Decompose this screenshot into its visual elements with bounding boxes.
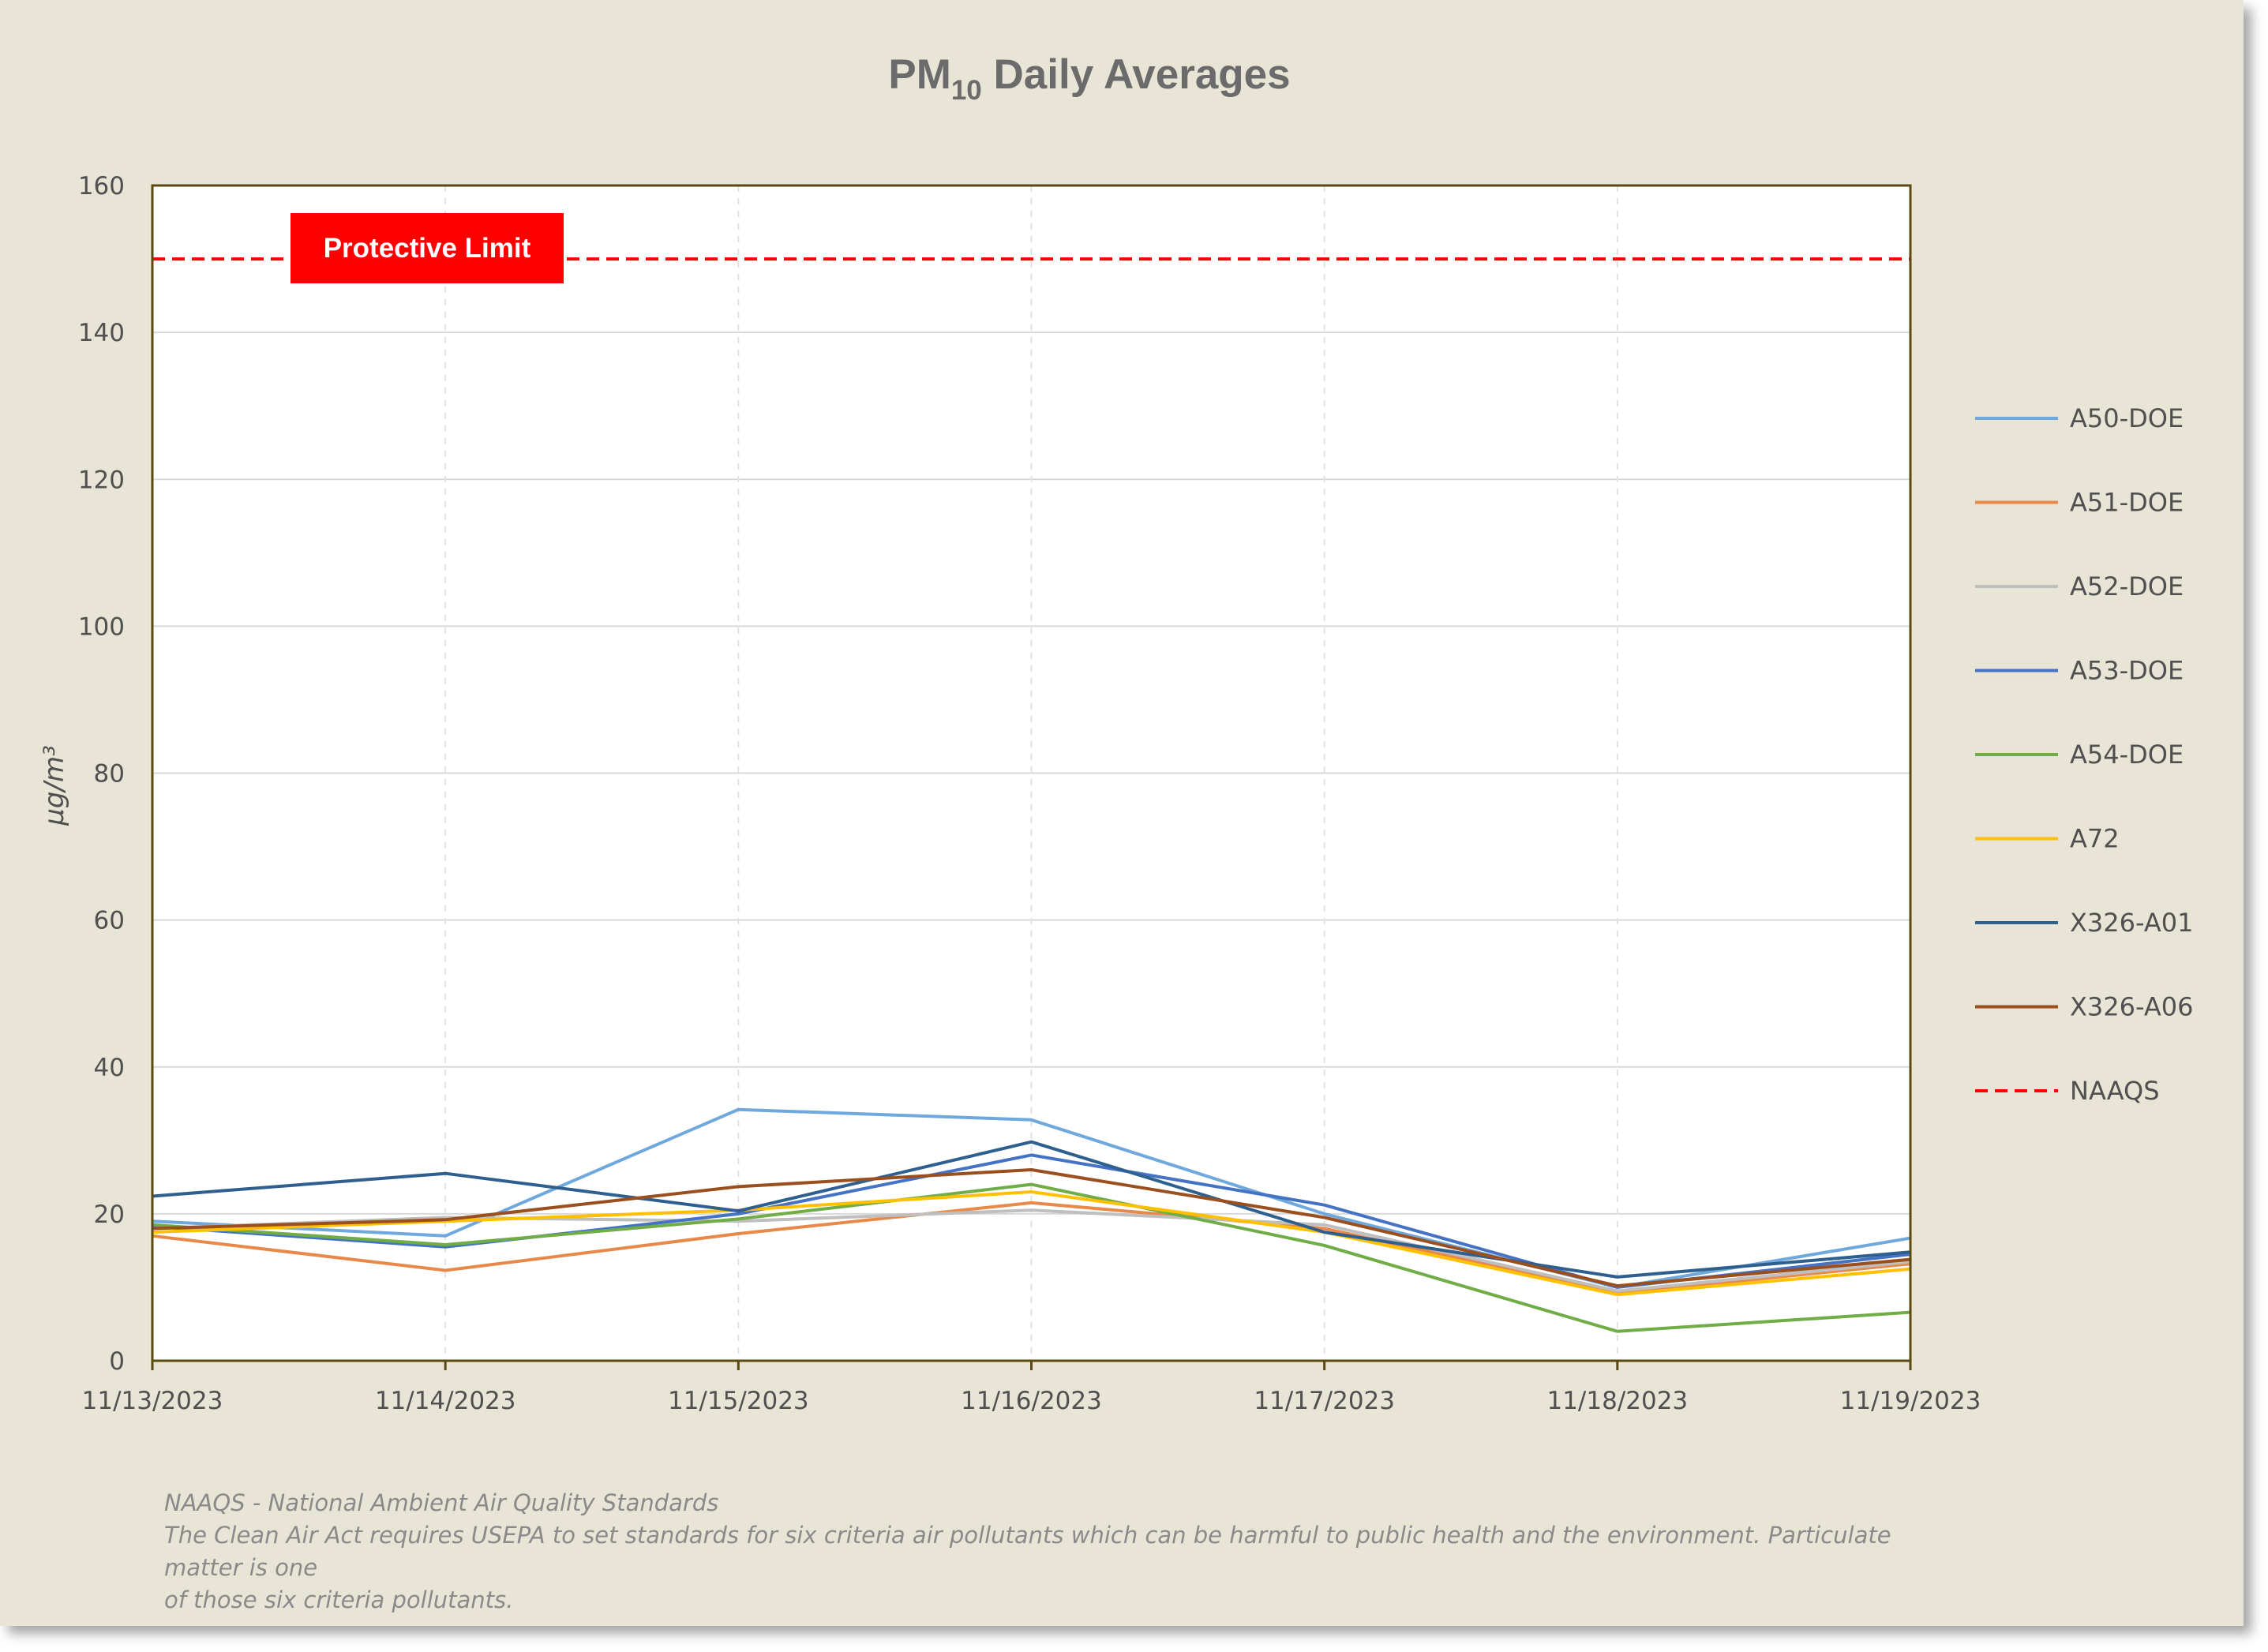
- series-line-a54-doe: [152, 1182, 1911, 1333]
- legend-layer: A50-DOE A51-DOE A52-DOE A53-DOE A54-DOE A72 X3…: [1975, 403, 2193, 1106]
- footnote-line-3: of those six criteria pollutants.: [164, 1586, 514, 1613]
- legend-label: A50-DOE: [2070, 403, 2184, 433]
- legend-label: A54-DOE: [2070, 740, 2184, 770]
- y-axis-label: µg/m³: [39, 745, 70, 826]
- y-tick-label: 140: [78, 319, 125, 347]
- y-tick-label: 60: [94, 907, 125, 935]
- x-tick-label: 11/15/2023: [668, 1387, 809, 1415]
- y-tick-label: 40: [94, 1054, 125, 1082]
- y-tick-label: 20: [94, 1201, 125, 1229]
- legend-label: A53-DOE: [2070, 656, 2184, 686]
- y-tick-label: 80: [94, 760, 125, 789]
- protective-limit-box: [291, 213, 564, 283]
- series-line-x326-a01: [152, 1140, 1911, 1279]
- chart-title: PM10 Daily Averages: [888, 51, 1290, 106]
- grid-layer: [152, 185, 1910, 1361]
- legend-label: A72: [2070, 824, 2120, 854]
- title-main-text: PM: [888, 51, 951, 98]
- x-tick-label: 11/18/2023: [1546, 1387, 1688, 1415]
- title-subscript: 10: [951, 75, 982, 106]
- x-tick-label: 11/16/2023: [961, 1387, 1102, 1415]
- legend-label: A52-DOE: [2070, 571, 2184, 601]
- legend-label: A51-DOE: [2070, 488, 2184, 518]
- x-tick-label: 11/13/2023: [82, 1387, 223, 1415]
- chart-svg: PM10 Daily Averages 0 20 40 60 80 100 120 140 16…: [39, 51, 2193, 1415]
- protective-limit-label: Protective Limit: [324, 233, 531, 264]
- x-tick-label: 11/17/2023: [1254, 1387, 1395, 1415]
- legend-label: X326-A01: [2070, 908, 2193, 938]
- y-tick-label: 100: [78, 612, 125, 641]
- y-tick-label: 120: [78, 466, 125, 494]
- legend-label: X326-A06: [2070, 992, 2193, 1022]
- y-tick-label: 0: [109, 1347, 125, 1376]
- footnote: NAAQS - National Ambient Air Quality Sta…: [164, 1487, 1940, 1616]
- series-line-x326-a06: [152, 1168, 1911, 1288]
- chart-panel: PM10 Daily Averages 0 20 40 60 80 100 120 140 16…: [0, 0, 2244, 1626]
- axis-layer: 0 20 40 60 80 100 120 140 160 11/13/2023 11/14/202…: [78, 172, 1981, 1415]
- y-tick-label: 160: [78, 172, 125, 200]
- footnote-line-2: The Clean Air Act requires USEPA to set …: [164, 1522, 1891, 1581]
- title-suffix: Daily Averages: [982, 51, 1291, 98]
- footnote-line-1: NAAQS - National Ambient Air Quality Sta…: [164, 1489, 719, 1516]
- x-tick-label: 11/19/2023: [1840, 1387, 1981, 1415]
- x-tick-label: 11/14/2023: [375, 1387, 516, 1415]
- series-line-a52-doe: [152, 1208, 1911, 1293]
- legend-label: NAAQS: [2070, 1076, 2160, 1106]
- series-layer: [152, 257, 1911, 1333]
